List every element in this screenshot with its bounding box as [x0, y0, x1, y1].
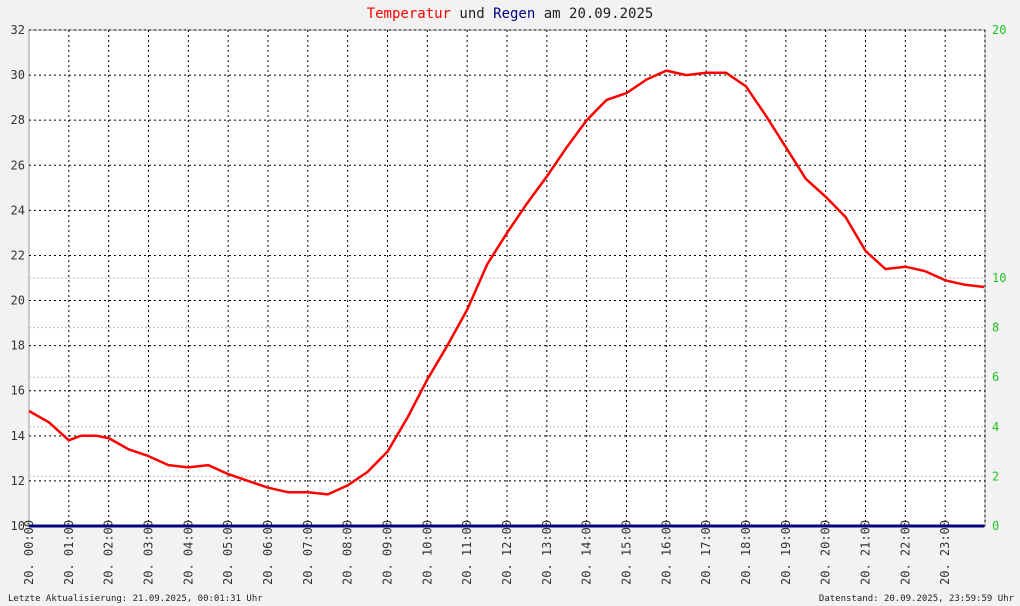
footer-data-status: Datenstand: 20.09.2025, 23:59:59 Uhr — [819, 594, 1015, 604]
x-axis: 20. 00:00 20. 01:00 20. 02:00 20. 03:00 20. … — [22, 520, 952, 585]
left-tick-label: 26 — [11, 158, 25, 172]
right-tick-label: 0 — [992, 519, 999, 533]
right-tick-label: 4 — [992, 420, 999, 434]
left-y-axis: 10 12 14 16 18 20 22 24 26 28 30 32 — [11, 23, 25, 533]
x-tick-label: 20. 16:00 — [659, 520, 673, 585]
right-tick-label: 6 — [992, 370, 999, 384]
series-layer — [28, 69, 985, 528]
right-tick-label: 20 — [992, 23, 1006, 37]
x-tick-label: 20. 17:00 — [699, 520, 713, 585]
x-tick-label: 20. 22:00 — [898, 520, 912, 585]
x-tick-label: 20. 01:00 — [62, 520, 76, 585]
x-tick-label: 20. 10:00 — [420, 520, 434, 585]
x-tick-label: 20. 13:00 — [540, 520, 554, 585]
left-tick-label: 20 — [11, 294, 25, 308]
footer-last-update: Letzte Aktualisierung: 21.09.2025, 00:01… — [8, 594, 263, 604]
x-tick-label: 20. 23:00 — [938, 520, 952, 585]
left-tick-label: 22 — [11, 248, 25, 262]
x-tick-label: 20. 20:00 — [819, 520, 833, 585]
left-tick-label: 16 — [11, 384, 25, 398]
x-tick-label: 20. 11:00 — [460, 520, 474, 585]
x-tick-label: 20. 05:00 — [221, 520, 235, 585]
left-tick-label: 32 — [11, 23, 25, 37]
left-tick-label: 30 — [11, 68, 25, 82]
left-tick-label: 24 — [11, 203, 25, 217]
left-tick-label: 12 — [11, 474, 25, 488]
x-tick-label: 20. 15:00 — [620, 520, 634, 585]
x-tick-label: 20. 14:00 — [580, 520, 594, 585]
x-tick-label: 20. 09:00 — [381, 520, 395, 585]
x-tick-label: 20. 04:00 — [181, 520, 195, 585]
x-tick-label: 20. 19:00 — [779, 520, 793, 585]
x-tick-label: 20. 03:00 — [142, 520, 156, 585]
title-and: und — [451, 6, 493, 22]
x-tick-label: 20. 08:00 — [341, 520, 355, 585]
right-tick-label: 10 — [992, 271, 1006, 285]
x-tick-label: 20. 00:00 — [22, 520, 36, 585]
left-tick-label: 10 — [11, 519, 25, 533]
x-tick-label: 20. 07:00 — [301, 520, 315, 585]
title-rain: Regen — [493, 6, 535, 22]
temperature-line — [28, 69, 985, 496]
title-temperature: Temperatur — [367, 6, 451, 22]
grid — [28, 29, 986, 527]
x-tick-label: 20. 06:00 — [261, 520, 275, 585]
right-tick-label: 8 — [992, 321, 999, 335]
title-date: am 20.09.2025 — [535, 6, 653, 22]
right-y-axis: 0 2 4 6 8 10 20 — [992, 23, 1006, 533]
right-tick-label: 2 — [992, 469, 999, 483]
x-tick-label: 20. 21:00 — [859, 520, 873, 585]
left-tick-label: 14 — [11, 429, 25, 443]
x-tick-label: 20. 02:00 — [102, 520, 116, 585]
chart-title: Temperatur und Regen am 20.09.2025 — [367, 6, 654, 22]
x-tick-label: 20. 12:00 — [500, 520, 514, 585]
x-tick-label: 20. 18:00 — [739, 520, 753, 585]
left-tick-label: 28 — [11, 113, 25, 127]
left-tick-label: 18 — [11, 339, 25, 353]
